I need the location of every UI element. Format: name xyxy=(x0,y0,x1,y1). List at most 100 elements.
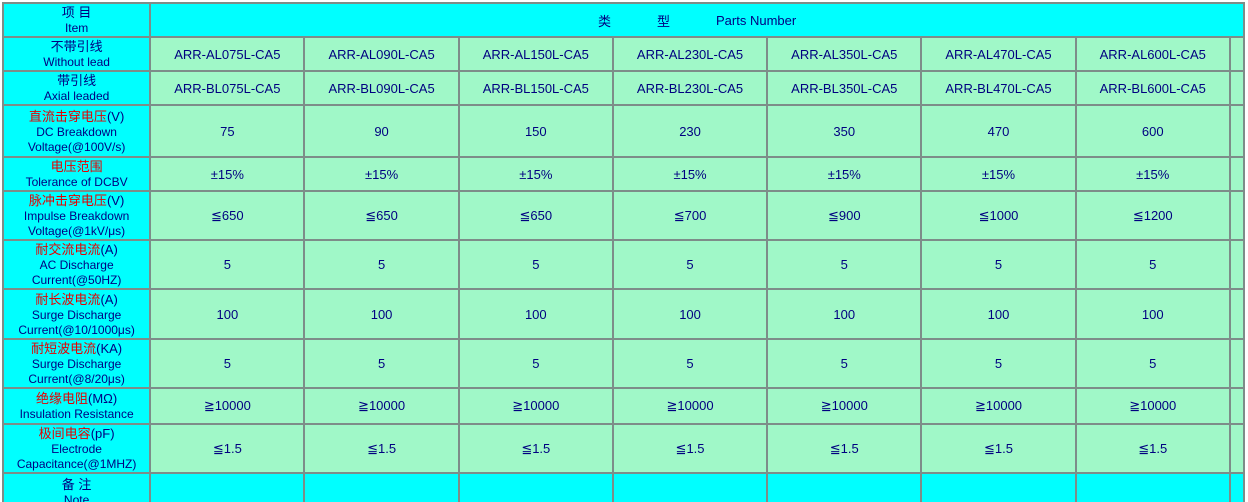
note-cell xyxy=(611,472,769,502)
spec-value-cell: 470 xyxy=(920,104,1077,158)
spec-value-cell: 5 xyxy=(457,239,614,290)
part-number-cell: ARR-AL230L-CA5 xyxy=(611,36,769,72)
right-edge-cell xyxy=(1228,104,1246,158)
spec-value-cell: 5 xyxy=(303,338,460,389)
row-label-cn: 耐交流电流 xyxy=(35,242,101,257)
part-number-cell: ARR-AL090L-CA5 xyxy=(303,36,460,72)
table-row: 项 目 Item 类 型 Parts Number xyxy=(1,2,1245,38)
spec-value-cell: 100 xyxy=(611,288,769,340)
spec-value-cell: 100 xyxy=(149,288,306,340)
spec-value-cell: 100 xyxy=(303,288,460,340)
row-label-cn-line: 电压范围 xyxy=(6,159,147,175)
part-number-cell: ARR-BL600L-CA5 xyxy=(1074,70,1231,106)
spec-value-cell: 5 xyxy=(457,338,614,389)
spec-value-cell: 5 xyxy=(920,338,1077,389)
part-number-cell: ARR-BL230L-CA5 xyxy=(611,70,769,106)
right-edge-cell xyxy=(1228,36,1246,72)
row-label-unit: (A) xyxy=(100,291,118,307)
row-label-en: Note xyxy=(63,492,90,502)
part-number-cell: ARR-AL150L-CA5 xyxy=(457,36,614,72)
right-edge-cell xyxy=(1228,472,1246,502)
spec-value-cell: ±15% xyxy=(611,156,769,192)
row-label: 备 注 Note xyxy=(1,472,152,502)
row-label-cn: 极间电容 xyxy=(38,426,91,441)
part-number-cell: ARR-BL470L-CA5 xyxy=(920,70,1077,106)
spec-value-cell: ≧10000 xyxy=(149,387,306,425)
part-number-cell: ARR-AL075L-CA5 xyxy=(149,36,306,72)
table-row: 直流击穿电压(V) DC Breakdown Voltage(@100V/s) 75… xyxy=(1,104,1246,158)
spec-value-cell: 5 xyxy=(611,239,769,290)
row-label-cn: 直流击穿电压 xyxy=(28,108,107,124)
spec-value-cell: 230 xyxy=(611,104,769,158)
row-label-cn: 电压范围 xyxy=(50,159,103,174)
row-label-en: DC Breakdown Voltage(@100V/s) xyxy=(27,124,126,154)
spec-value-cell: 150 xyxy=(457,104,614,158)
row-label-unit: (V) xyxy=(106,193,125,208)
spec-value-cell: 350 xyxy=(766,104,923,158)
row-label-cn-line: 耐长波电流(A) xyxy=(6,291,147,308)
type-label-cn2: 型 xyxy=(657,13,671,29)
note-cell xyxy=(1074,472,1231,502)
row-label: 不带引线 Without lead xyxy=(1,36,152,72)
row-label: 脉冲击穿电压(V) Impulse Breakdown Voltage(@1kV/… xyxy=(1,190,152,241)
spec-value-cell: 600 xyxy=(1074,104,1231,158)
row-label-cn-line: 带引线 xyxy=(6,73,147,89)
table-row: 脉冲击穿电压(V) Impulse Breakdown Voltage(@1kV/… xyxy=(1,190,1246,241)
right-edge-cell xyxy=(1228,288,1246,340)
table-row: 极间电容(pF) Electrode Capacitance(@1MHZ) ≦1.5… xyxy=(1,423,1246,474)
spec-value-cell: ≦700 xyxy=(611,190,769,241)
row-label-cn: 项 目 xyxy=(61,5,92,20)
spec-value-cell: 5 xyxy=(766,239,923,290)
note-cell xyxy=(766,472,923,502)
row-label-en: Electrode Capacitance(@1MHZ) xyxy=(16,442,137,471)
spec-value-cell: ≧10000 xyxy=(1074,387,1231,425)
spec-value-cell: 5 xyxy=(611,338,769,389)
spec-value-cell: ≦650 xyxy=(303,190,460,241)
spec-value-cell: 5 xyxy=(1074,239,1231,290)
row-label: 耐交流电流(A) AC Discharge Current(@50HZ) xyxy=(1,239,152,290)
row-label-cn-line: 不带引线 xyxy=(6,39,147,55)
type-label-cn1: 类 xyxy=(597,13,611,29)
row-label-en: Impulse Breakdown Voltage(@1kV/μs) xyxy=(23,209,130,238)
spec-value-cell: ≦1000 xyxy=(920,190,1077,241)
spec-value-cell: ±15% xyxy=(920,156,1077,192)
spec-value-cell: ≦1200 xyxy=(1074,190,1231,241)
row-label-cn-line: 耐短波电流(KA) xyxy=(6,341,147,357)
right-edge-cell xyxy=(1228,423,1246,474)
row-label-cn-line: 备 注 xyxy=(6,476,147,493)
row-label: 电压范围 Tolerance of DCBV xyxy=(1,156,152,192)
row-label-cn: 备 注 xyxy=(61,476,92,492)
spec-value-cell: 75 xyxy=(149,104,306,158)
row-label-en: Item xyxy=(64,21,89,35)
right-edge-cell xyxy=(1228,338,1246,389)
row-label-cn: 绝缘电阻 xyxy=(35,391,88,406)
spec-value-cell: ≦1.5 xyxy=(920,423,1077,474)
row-label-cn-line: 项 目 xyxy=(6,5,147,21)
row-label-cn-line: 极间电容(pF) xyxy=(6,426,147,442)
row-label-cn-line: 耐交流电流(A) xyxy=(6,242,147,258)
row-label-cn: 带引线 xyxy=(57,73,97,88)
row-label-en: Axial leaded xyxy=(43,89,110,103)
row-label: 耐短波电流(KA) Surge Discharge Current(@8/20μs… xyxy=(1,338,152,389)
spec-value-cell: ≧10000 xyxy=(457,387,614,425)
row-label: 直流击穿电压(V) DC Breakdown Voltage(@100V/s) xyxy=(1,104,152,158)
spec-value-cell: ±15% xyxy=(766,156,923,192)
spec-value-cell: ≦1.5 xyxy=(149,423,306,474)
spec-value-cell: ≦650 xyxy=(149,190,306,241)
part-number-cell: ARR-AL470L-CA5 xyxy=(920,36,1077,72)
row-label-unit: (KA) xyxy=(96,341,123,356)
spec-value-cell: 100 xyxy=(766,288,923,340)
note-cell xyxy=(303,472,460,502)
part-number-cell: ARR-BL350L-CA5 xyxy=(766,70,923,106)
spec-value-cell: ±15% xyxy=(457,156,614,192)
note-cell xyxy=(457,472,614,502)
table-row: 带引线 Axial leaded ARR-BL075L-CA5 ARR-BL090L-… xyxy=(1,70,1246,106)
table-row: 耐长波电流(A) Surge Discharge Current(@10/1000… xyxy=(1,288,1246,340)
spec-value-cell: 5 xyxy=(149,239,306,290)
spec-value-cell: ≧10000 xyxy=(303,387,460,425)
spec-value-cell: ±15% xyxy=(1074,156,1231,192)
row-label-en: Tolerance of DCBV xyxy=(25,175,128,189)
spec-value-cell: ≦1.5 xyxy=(611,423,769,474)
table-row: 耐交流电流(A) AC Discharge Current(@50HZ) 5 5 5 5 5… xyxy=(1,239,1246,290)
spec-value-cell: 5 xyxy=(303,239,460,290)
